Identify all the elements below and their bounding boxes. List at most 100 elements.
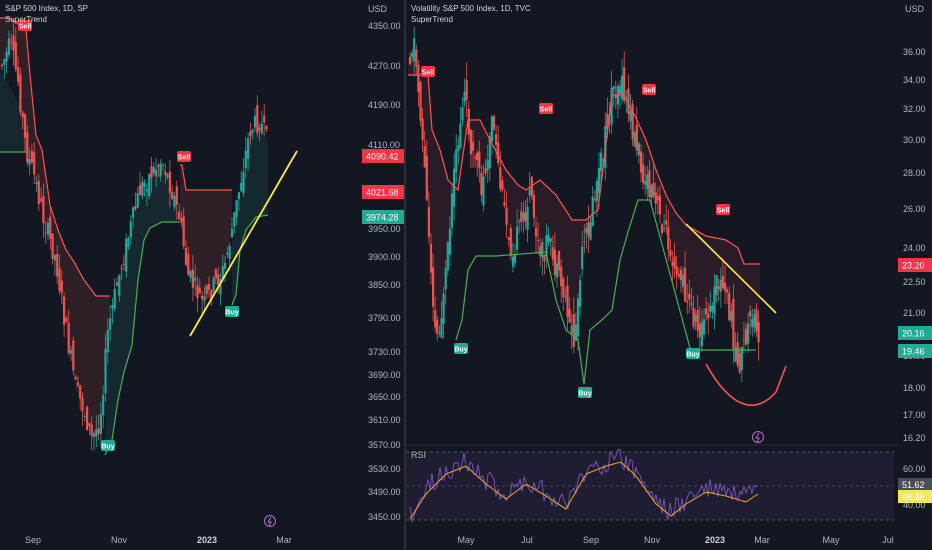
spx-candle-body — [143, 182, 146, 187]
vix-candle-body — [721, 275, 724, 288]
spx-candle-body — [37, 181, 40, 205]
vix-candle-body — [423, 146, 426, 168]
vix-candle-body — [591, 196, 594, 226]
vix-candle-body — [551, 247, 554, 260]
spx-candle-body — [46, 222, 50, 235]
spx-chart-svg[interactable]: USD4350.004270.004190.004110.003950.0039… — [0, 0, 404, 550]
vix-candle-body — [442, 293, 445, 324]
vix-candle-body — [507, 237, 510, 240]
vix-candle-body — [520, 211, 523, 222]
spx-candle-body — [230, 228, 234, 238]
spx-candle-body — [76, 382, 79, 386]
spx-candle-body — [69, 350, 73, 354]
spx-candle-body — [10, 42, 13, 44]
spx-time-tick: Mar — [276, 535, 292, 545]
spx-candle-body — [79, 385, 82, 399]
spx-candle-body — [60, 280, 63, 293]
spx-price-tick: 4110.00 — [368, 140, 400, 150]
spx-candle-body — [155, 169, 158, 177]
vix-indicator-label[interactable]: SuperTrend — [411, 15, 453, 24]
rsi-pane: RSI 60.00 40.00 51.62 46.86 — [406, 444, 932, 524]
spx-candle-body — [233, 212, 236, 227]
vix-price-tick: 36.00 — [903, 47, 926, 57]
spx-price-tick: 3530.00 — [368, 464, 401, 474]
vix-candle-body — [665, 220, 668, 225]
spx-sell-signal-bg — [177, 151, 191, 162]
spx-candle-body — [171, 191, 174, 199]
vix-candle-body — [696, 310, 699, 331]
spx-candle-body — [180, 218, 183, 223]
vix-candle-body — [555, 263, 559, 278]
spx-price-tick: 3790.00 — [368, 313, 401, 323]
vix-candle-body — [675, 266, 678, 275]
vix-candle-body — [429, 243, 433, 273]
spx-candle-body — [21, 112, 24, 118]
vix-axis-unit: USD — [905, 4, 925, 14]
panel-divider[interactable] — [404, 0, 406, 550]
vix-candle-body — [642, 164, 645, 183]
vix-candle-body — [480, 172, 483, 196]
vix-candle-body — [495, 134, 498, 145]
spx-candle-body — [81, 397, 84, 412]
spx-candle-body — [53, 255, 56, 261]
spx-candle-body — [226, 252, 229, 255]
spx-candle-body — [106, 329, 109, 353]
vix-price-badge-bg — [898, 344, 932, 358]
vix-candle-body — [656, 196, 659, 201]
vix-candle-body — [524, 211, 527, 222]
vix-candle-body — [499, 167, 502, 189]
spx-candle-body — [35, 182, 38, 184]
vix-candle-body — [738, 353, 741, 373]
vix-candle-body — [434, 310, 437, 328]
vix-chart-panel[interactable]: USD 36.00 34.00 32.00 30.00 28.00 26.00 24.00 22… — [406, 0, 932, 550]
spx-chart-panel[interactable]: USD 4350.00 4270.00 4190.00 4110.00 3950.00 39… — [0, 0, 404, 550]
spx-candle-body — [118, 274, 121, 296]
spx-candle-body — [14, 42, 17, 70]
vix-candle-body — [732, 298, 735, 349]
vix-candle-body — [471, 141, 475, 151]
vix-candle-body — [572, 314, 575, 348]
spx-indicator-label[interactable]: SuperTrend — [5, 15, 47, 24]
spx-plot: Sell Sell Buy Buy — [0, 17, 298, 527]
vix-candle-body — [526, 206, 529, 231]
spx-price-tick: 3900.00 — [368, 252, 401, 262]
spx-candle-body — [173, 195, 176, 208]
rsi-tick: 60.00 — [903, 464, 926, 474]
spx-candle-body — [134, 206, 137, 210]
vix-candle-body — [549, 238, 552, 242]
vix-trendline — [685, 223, 777, 314]
vix-time-tick: Jul — [521, 535, 533, 545]
spx-candle-body — [145, 189, 148, 192]
vix-candle-body — [749, 310, 752, 317]
spx-candle-body — [28, 159, 31, 165]
vix-candle-body — [457, 145, 460, 152]
vix-price-tick: 26.00 — [903, 204, 926, 214]
vix-candle-body — [459, 124, 462, 148]
spx-candle-body — [182, 216, 185, 246]
vix-candle-body — [465, 79, 468, 100]
vix-candle-body — [543, 254, 546, 261]
vix-candle-body — [539, 246, 542, 256]
vix-price-badge-bg — [898, 258, 932, 272]
vix-candle-body — [618, 86, 622, 95]
vix-candle-body — [726, 289, 729, 293]
spx-candle-body — [201, 295, 204, 299]
vix-candle-body — [476, 152, 479, 161]
spx-supertrend-up-fill — [232, 120, 268, 305]
vix-candle-body — [650, 185, 653, 198]
spx-axis-unit: USD — [368, 4, 388, 14]
vix-candle-body — [427, 206, 430, 238]
vix-candle-body — [448, 228, 451, 255]
spx-candle-body — [258, 127, 261, 131]
spx-supertrend-down-line — [0, 17, 110, 297]
spx-price-tick: 4190.00 — [368, 100, 401, 110]
vix-chart-svg[interactable]: USD 36.00 34.00 32.00 30.00 28.00 26.00 24.00 22… — [406, 0, 932, 550]
spx-candle-body — [102, 394, 105, 416]
spx-candle-body — [141, 181, 144, 196]
spx-candle-body — [33, 152, 36, 174]
spx-candle-body — [157, 165, 160, 167]
vix-price-tick: 18.00 — [903, 383, 926, 393]
vix-candle-body — [570, 326, 573, 334]
vix-price-tick: 16.20 — [903, 433, 926, 443]
spx-price-tick: 3610.00 — [368, 415, 401, 425]
